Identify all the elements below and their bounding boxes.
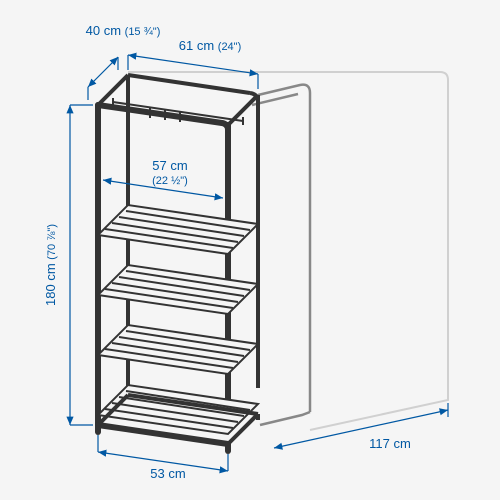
dim-inner-width: 57 cm (22 ½") [103, 158, 223, 198]
dim-top-width: 61 cm (24") [128, 38, 258, 89]
topwidth-cm: 61 cm [179, 38, 214, 53]
dim-height: 180 cm (70 ⅞") [43, 105, 93, 425]
depth-in: (15 ¾") [125, 26, 161, 38]
bottom-cm: 53 cm [150, 466, 185, 481]
dim-depth: 40 cm (15 ¾") [86, 23, 161, 100]
depth-cm: 40 cm [86, 23, 121, 38]
topwidth-in: (24") [218, 41, 241, 53]
svg-text:180 cm (70 ⅞"): 180 cm (70 ⅞") [43, 224, 58, 306]
room-outline [128, 72, 448, 430]
inner-cm: 57 cm [152, 158, 187, 173]
dimension-diagram: 40 cm (15 ¾") 61 cm (24") 57 cm (22 ½") … [0, 0, 500, 500]
clothes-rack [98, 75, 258, 451]
extension-rack [252, 85, 310, 425]
dim-total-width: 117 cm [274, 403, 448, 451]
total-cm: 117 cm [369, 436, 411, 451]
height-in: (70 ⅞") [46, 224, 58, 260]
height-cm: 180 cm [43, 263, 58, 306]
inner-in: (22 ½") [152, 175, 188, 187]
svg-text:40 cm (15 ¾"): 40 cm (15 ¾") [86, 23, 161, 38]
svg-text:61 cm (24"): 61 cm (24") [179, 38, 242, 53]
